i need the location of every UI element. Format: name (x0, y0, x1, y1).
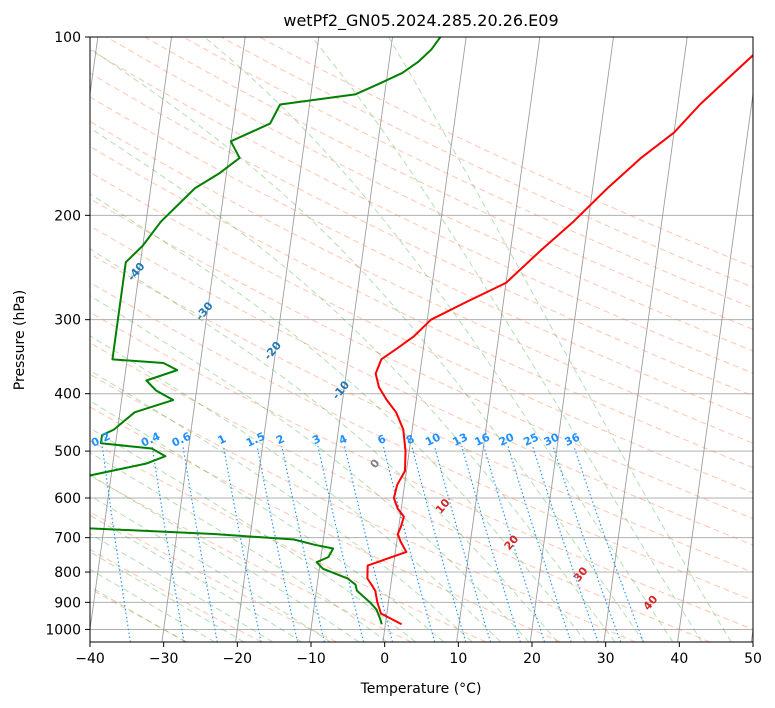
moist-adiabat-line (90, 369, 473, 642)
moist-adiabat-line (90, 452, 388, 642)
background-lines (90, 37, 753, 642)
moist-adiabat-line (388, 37, 732, 642)
isotherm-line (603, 37, 688, 642)
mixing-ratio-label: 13 (451, 431, 470, 449)
moist-adiabat-line (90, 474, 360, 642)
mixing-ratio-label: 16 (473, 430, 493, 448)
moist-adiabat-line (90, 533, 274, 642)
mixing-ratio-line (317, 445, 365, 642)
sounding-profiles (90, 37, 753, 626)
y-tick-label: 500 (54, 444, 81, 460)
y-tick-label: 200 (54, 208, 81, 224)
mixing-ratio-line (222, 445, 262, 642)
mixing-ratio-label: 20 (497, 430, 517, 448)
isotherm-line (382, 37, 467, 642)
isotherm-line (90, 37, 172, 633)
dry-adiabat-line (90, 253, 753, 573)
mixing-ratio-line (552, 445, 622, 642)
y-tick-label: 100 (54, 30, 81, 46)
mixing-ratio-label: 25 (521, 431, 540, 449)
dry-adiabat-line (90, 171, 753, 494)
x-tick-label: 20 (523, 651, 541, 667)
isotherm-line (308, 37, 393, 642)
x-tick-label: 30 (597, 651, 615, 667)
moist-adiabat-line (90, 586, 186, 642)
isotherm-line (677, 90, 753, 642)
x-axis-label: Temperature (°C) (360, 681, 482, 697)
moist-adiabat-line (90, 427, 416, 642)
mixing-ratio-line (573, 445, 644, 642)
dry-adiabat-line (90, 282, 753, 602)
y-tick-label: 800 (54, 565, 81, 581)
dewpoint-profile-line (90, 37, 442, 625)
moist-adiabat-line (90, 335, 501, 642)
dry-adiabat-line (90, 96, 753, 420)
moist-adiabat-line (90, 295, 530, 642)
dry-adiabat-line (90, 198, 753, 520)
moist-adiabat-line (90, 551, 245, 642)
moist-adiabat-line (90, 400, 445, 642)
dry-adiabat-line (259, 37, 753, 268)
isotherm-line (529, 37, 614, 642)
y-tick-label: 700 (54, 531, 81, 547)
mixing-ratio-line (182, 445, 218, 642)
plot-frame (89, 36, 754, 643)
axes: −40 −30 −20 −10 0 10 20 30 40 50 100 200 300 400 500 60… (45, 30, 762, 667)
isotherm-line (161, 37, 246, 642)
x-tick-label: 50 (744, 651, 762, 667)
x-tick-label: −10 (296, 651, 326, 667)
y-tick-label: 400 (54, 387, 81, 403)
mixing-ratio-line (281, 445, 325, 642)
dry-adiabat-line (106, 37, 753, 352)
mixing-ratio-label: 10 (423, 430, 443, 448)
mixing-ratio-line (343, 445, 393, 642)
chart-title: wetPf2_GN05.2024.285.20.26.E09 (283, 11, 558, 31)
dry-adiabat-line (90, 440, 487, 642)
moist-adiabat-line (90, 568, 216, 642)
isotherm-line (235, 37, 320, 642)
dry-adiabat-line (90, 120, 753, 444)
y-tick-label: 900 (54, 595, 81, 611)
dry-adiabat-line (220, 37, 753, 288)
isotherm-line (456, 37, 541, 642)
mixing-ratio-label: 30 (542, 430, 562, 448)
dry-adiabat-line (144, 37, 753, 330)
dry-adiabat-line (90, 145, 753, 469)
mixing-ratio-line (382, 445, 436, 642)
mixing-ratio-line (256, 445, 299, 642)
moist-adiabat-line (90, 48, 645, 642)
y-tick-label: 600 (54, 491, 81, 507)
moist-adiabat-line (90, 127, 616, 642)
dry-adiabat-line (182, 37, 753, 309)
x-tick-label: −20 (223, 651, 253, 667)
x-tick-label: −30 (149, 651, 179, 667)
x-tick-label: 0 (380, 651, 389, 667)
moist-adiabat-line (90, 193, 587, 642)
moist-adiabat-line (311, 37, 703, 642)
dry-adiabat-line (90, 342, 711, 642)
x-tick-label: 40 (670, 651, 688, 667)
y-axis-label: Pressure (hPa) (12, 290, 28, 390)
x-tick-label: −40 (75, 651, 105, 667)
dry-adiabat-line (90, 406, 561, 642)
mixing-ratio-line (101, 445, 131, 642)
mixing-ratio-label: 36 (563, 430, 583, 448)
y-tick-label: 1000 (45, 622, 81, 638)
dry-adiabat-line (90, 72, 753, 397)
moist-adiabat-line (90, 248, 558, 642)
dry-adiabat-line (90, 49, 753, 374)
y-tick-label: 300 (54, 313, 81, 329)
dry-adiabat-line (90, 311, 753, 630)
x-tick-label: 10 (449, 651, 467, 667)
mixing-ratio-line (532, 445, 599, 642)
temperature-profile-line (366, 53, 753, 626)
dry-adiabat-line (90, 225, 753, 546)
mixing-ratio-line (151, 445, 185, 642)
moist-adiabat-line (204, 37, 674, 642)
